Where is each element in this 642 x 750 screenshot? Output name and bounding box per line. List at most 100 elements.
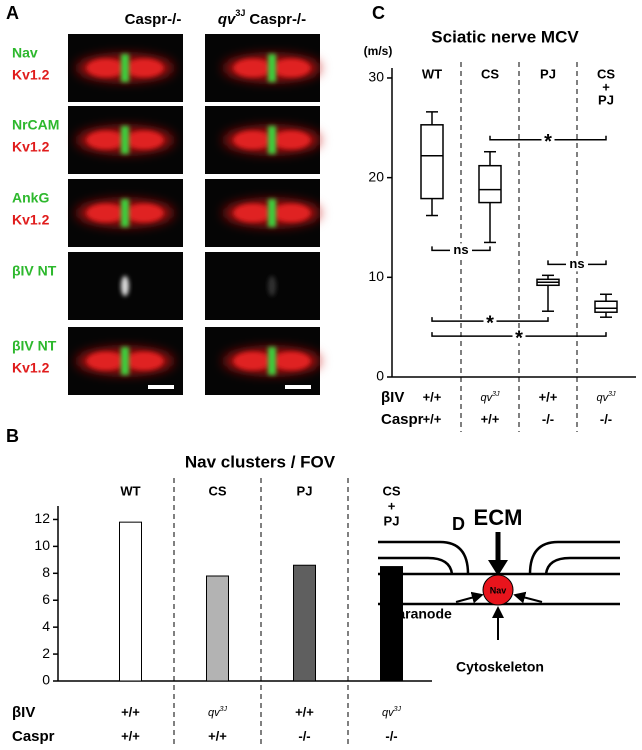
paranode-loop	[378, 556, 454, 575]
micrograph	[205, 179, 320, 247]
genotype: +/+	[481, 411, 500, 426]
category-label: PJ	[297, 483, 313, 498]
significance: ns	[569, 256, 584, 271]
bar	[293, 564, 316, 682]
node-signal	[121, 199, 129, 227]
stain-label: NrCAM	[12, 117, 59, 133]
genotype: -/-	[385, 728, 397, 743]
kv-signal	[274, 204, 310, 222]
category-label: CS	[382, 483, 400, 498]
chart-title: Nav clusters / FOV	[185, 452, 336, 471]
bar	[206, 575, 229, 682]
scale-bar	[148, 385, 174, 389]
y-tick-label: 30	[368, 69, 384, 85]
genotype: qv3J	[382, 706, 402, 719]
box	[420, 124, 444, 200]
y-tick-label: 8	[42, 564, 50, 580]
diagram-label: Cytoskeleton	[456, 659, 544, 675]
kv-signal	[234, 352, 270, 370]
micrograph	[68, 106, 183, 174]
micrograph	[205, 327, 320, 395]
category-label: CS	[597, 66, 615, 81]
kv-signal	[127, 352, 163, 370]
node-signal	[268, 199, 276, 227]
panel-label: A	[6, 3, 19, 23]
kv-signal	[234, 204, 270, 222]
arrow-head	[488, 560, 508, 576]
panel-label: B	[6, 426, 19, 446]
chart-title: Sciatic nerve MCV	[431, 27, 579, 46]
kv-signal	[127, 59, 163, 77]
category-label: CS	[481, 66, 499, 81]
label-bg	[566, 257, 588, 272]
stain-label: Kv1.2	[12, 360, 50, 376]
micrographs: Nav Kv1.2 NrCAM Kv1.2 AnkG Kv1.2 βIV NT βIV NT K…	[12, 34, 320, 395]
node-signal	[121, 54, 129, 82]
genotype: qv3J	[596, 391, 616, 404]
label-bg	[450, 243, 472, 258]
diagram: ECM Nav Paranode Cytoskeleton	[378, 505, 620, 675]
micrograph	[68, 34, 183, 102]
row-label: Caspr	[381, 411, 424, 428]
genotype: +/+	[423, 411, 442, 426]
genotype: qv	[208, 707, 221, 719]
image-bg	[205, 252, 320, 320]
micrograph	[68, 179, 183, 247]
kv-signal	[274, 59, 310, 77]
genotype: qv3J	[208, 706, 228, 719]
stain-label: Nav	[12, 45, 38, 61]
kv-signal	[87, 131, 123, 149]
bar	[119, 521, 142, 682]
genotype: 3J	[608, 391, 616, 398]
stain-label: Kv1.2	[12, 139, 50, 155]
kv-signal	[234, 59, 270, 77]
genotype: -/-	[298, 728, 310, 743]
genotype: 3J	[492, 391, 500, 398]
category-label: PJ	[540, 66, 556, 81]
scale-bar	[285, 385, 311, 389]
genotype: +/+	[208, 728, 227, 743]
y-tick-label: 4	[42, 618, 50, 634]
genotype: +/+	[121, 704, 140, 719]
box	[478, 164, 502, 204]
kv-signal	[127, 131, 163, 149]
category-label: +	[388, 498, 396, 513]
genotype: +/+	[295, 704, 314, 719]
category-label: WT	[120, 483, 140, 498]
node-signal	[121, 347, 129, 375]
panel-label: C	[372, 3, 385, 23]
kv-signal	[87, 59, 123, 77]
paranode-loop	[544, 556, 620, 575]
row-label: βIV	[381, 389, 404, 406]
diagram-label: Nav	[490, 585, 507, 595]
significance: *	[486, 312, 494, 334]
kv-signal	[274, 131, 310, 149]
nav-channel	[482, 574, 514, 606]
genotype: +/+	[539, 389, 558, 404]
category-label: PJ	[384, 513, 400, 528]
category-label: +	[602, 79, 610, 94]
micrograph	[68, 327, 183, 395]
genotype: -/-	[542, 411, 554, 426]
category-label: PJ	[598, 92, 614, 107]
stain-label: AnkG	[12, 190, 49, 206]
kv-signal	[87, 204, 123, 222]
stain-label: Kv1.2	[12, 67, 50, 83]
paranode-loop	[528, 540, 620, 575]
node-signal	[268, 347, 276, 375]
genotype: 3J	[220, 706, 228, 713]
paranode-loop	[378, 540, 470, 575]
y-tick-label: 12	[34, 510, 50, 526]
label-bg	[541, 132, 555, 147]
genotype: qv3J	[480, 391, 500, 404]
node-signal	[268, 126, 276, 154]
column-header: qv3J Caspr-/-	[218, 8, 306, 28]
category-label: CS	[208, 483, 226, 498]
y-tick-label: 0	[376, 368, 384, 384]
bar	[380, 566, 403, 682]
genotype: +/+	[121, 728, 140, 743]
kv-signal	[234, 131, 270, 149]
label-bg	[512, 329, 526, 344]
axis-label: (m/s)	[364, 44, 393, 58]
